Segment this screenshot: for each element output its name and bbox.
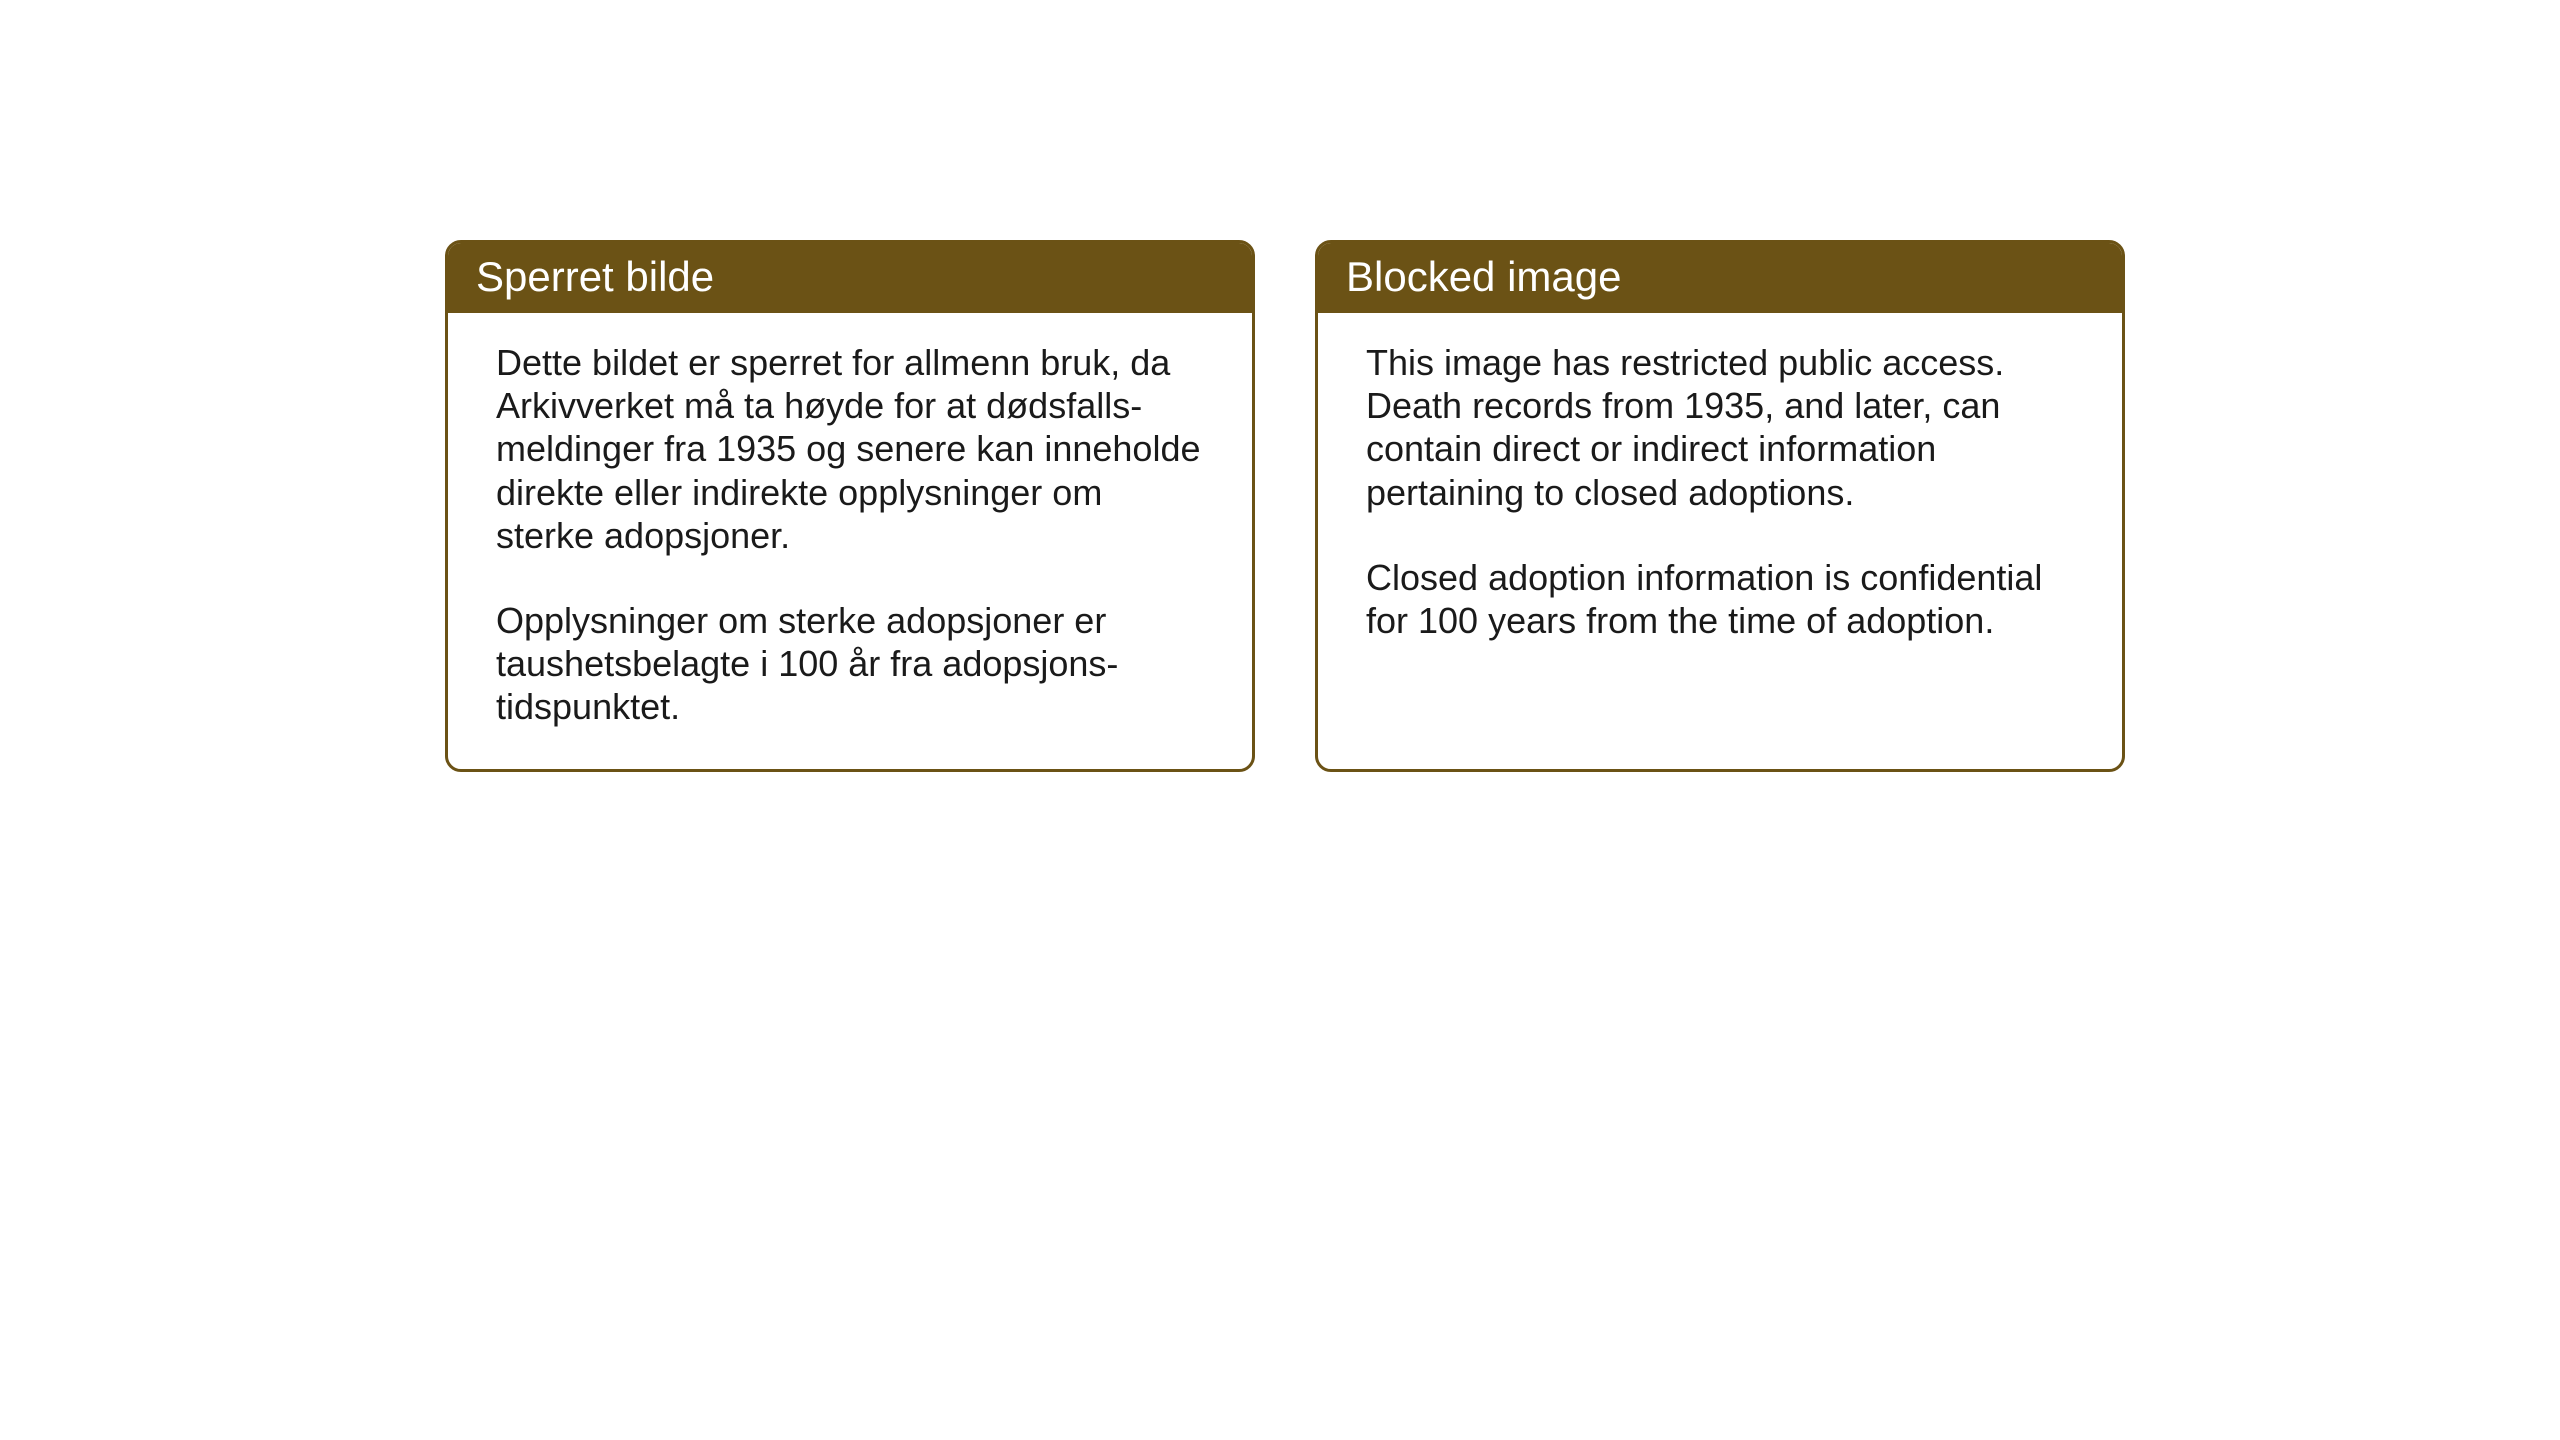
notice-paragraph-2-norwegian: Opplysninger om sterke adopsjoner er tau… <box>496 599 1204 729</box>
notice-header-english: Blocked image <box>1318 243 2122 313</box>
notice-title-english: Blocked image <box>1346 253 1621 300</box>
notice-card-english: Blocked image This image has restricted … <box>1315 240 2125 772</box>
notice-body-english: This image has restricted public access.… <box>1318 313 2122 730</box>
notice-paragraph-1-norwegian: Dette bildet er sperret for allmenn bruk… <box>496 341 1204 557</box>
notice-paragraph-1-english: This image has restricted public access.… <box>1366 341 2074 514</box>
notice-header-norwegian: Sperret bilde <box>448 243 1252 313</box>
notice-paragraph-2-english: Closed adoption information is confident… <box>1366 556 2074 642</box>
notice-body-norwegian: Dette bildet er sperret for allmenn bruk… <box>448 313 1252 769</box>
notice-card-norwegian: Sperret bilde Dette bildet er sperret fo… <box>445 240 1255 772</box>
notice-title-norwegian: Sperret bilde <box>476 253 714 300</box>
notice-container: Sperret bilde Dette bildet er sperret fo… <box>445 240 2125 772</box>
